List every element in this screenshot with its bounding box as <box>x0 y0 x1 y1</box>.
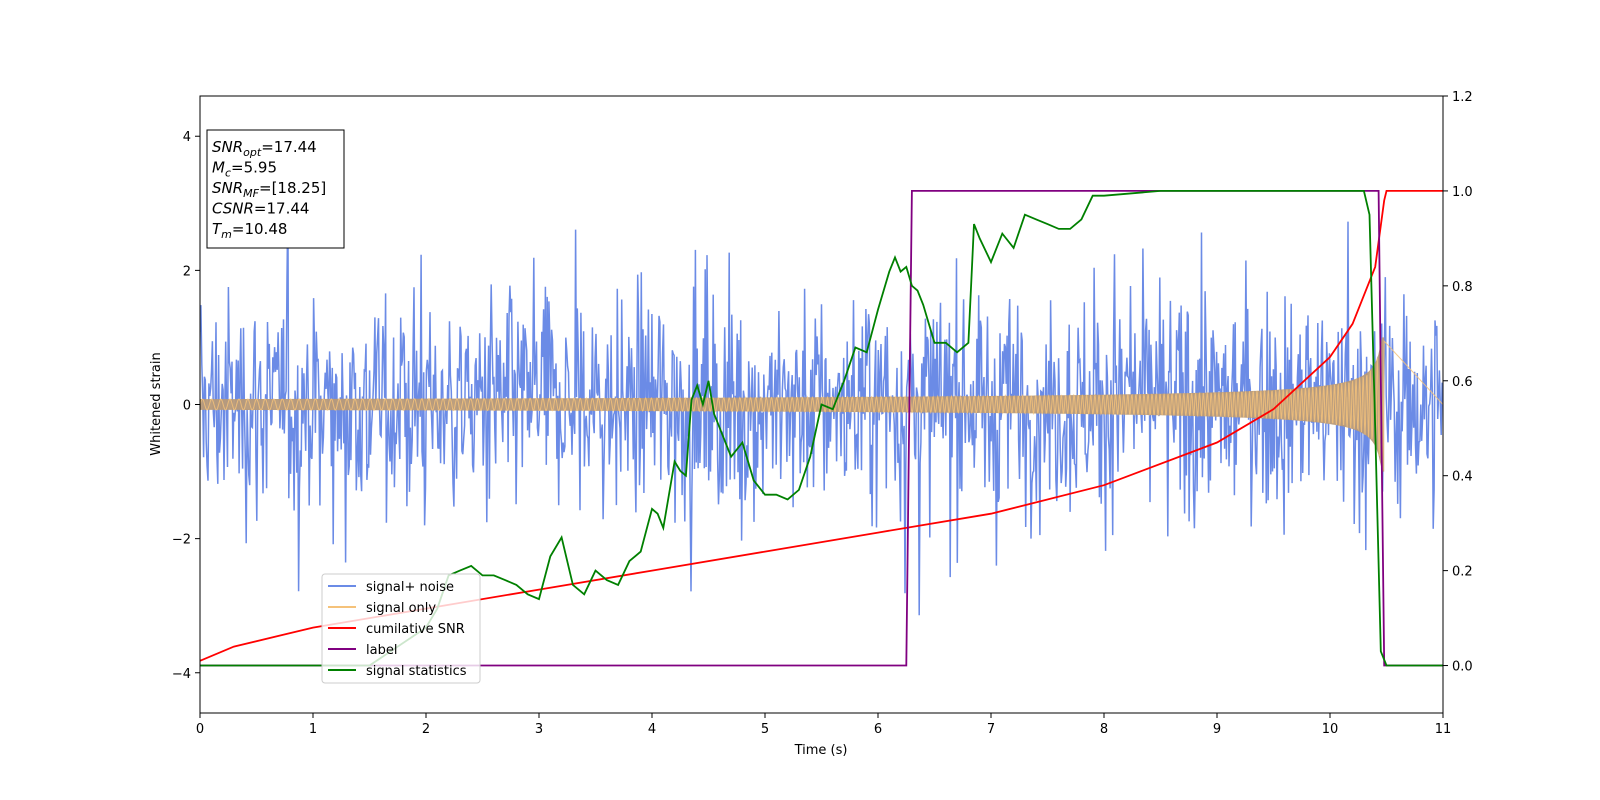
y-tick-label: 2 <box>183 264 191 279</box>
x-tick-label: 0 <box>196 722 204 737</box>
y2-tick-label: 0.2 <box>1452 565 1473 580</box>
legend: signal+ noise signal only cumilative SNR la… <box>321 573 481 684</box>
y2-tick-label: 0.8 <box>1452 280 1473 295</box>
series-line <box>200 339 1443 471</box>
y-tick-label: 0 <box>183 399 191 414</box>
x-tick-label: 7 <box>987 722 995 737</box>
y-tick-label: 4 <box>183 130 191 145</box>
legend-frame <box>321 573 481 684</box>
y2-tick-label: 0.0 <box>1452 660 1473 675</box>
legend-label: label <box>366 643 397 658</box>
series-signal-statistics <box>200 190 1443 667</box>
x-tick-label: 1 <box>309 722 317 737</box>
x-tick-label: 3 <box>535 722 543 737</box>
annotation-line: Mc=5.95 <box>212 159 277 180</box>
series-envelope <box>200 337 1385 472</box>
y2-tick-label: 1.0 <box>1452 185 1473 200</box>
y2-tick-label: 0.6 <box>1452 375 1473 390</box>
x-tick-label: 8 <box>1100 722 1108 737</box>
legend-label: signal+ noise <box>366 580 454 595</box>
annotation-line: SNRopt=17.44 <box>212 138 317 159</box>
x-axis-label: Time (s) <box>794 743 848 758</box>
x-tick-label: 2 <box>422 722 430 737</box>
legend-label: signal only <box>366 601 436 616</box>
y2-tick-label: 1.2 <box>1452 90 1473 105</box>
series-signal-only <box>200 337 1443 472</box>
x-tick-label: 5 <box>761 722 769 737</box>
annotation-line: CSNR=17.44 <box>212 200 309 218</box>
x-tick-label: 6 <box>874 722 882 737</box>
legend-label: cumilative SNR <box>366 622 465 637</box>
series-line <box>200 190 1443 667</box>
y2-tick-label: 0.4 <box>1452 470 1473 485</box>
legend-label: signal statistics <box>366 664 467 679</box>
y-tick-label: −2 <box>172 533 191 548</box>
y-axis-label: Whitened strain <box>149 352 164 455</box>
axes: 0 1 2 3 4 5 6 7 8 9 10 11 4 2 0 −2 −4 1.2 1.0 0.8 0.6 0.4 0.2 0… <box>172 90 1473 737</box>
annotation-line: SNRMF=[18.25] <box>212 179 326 200</box>
x-tick-label: 11 <box>1435 722 1452 737</box>
x-tick-label: 9 <box>1213 722 1221 737</box>
annotation-line: Tm=10.48 <box>212 220 287 241</box>
x-tick-label: 10 <box>1322 722 1339 737</box>
x-tick-label: 4 <box>648 722 656 737</box>
annotation-box: SNRopt=17.44Mc=5.95SNRMF=[18.25]CSNR=17.… <box>206 129 345 249</box>
annotation-frame <box>206 129 345 249</box>
y-tick-label: −4 <box>172 667 191 682</box>
